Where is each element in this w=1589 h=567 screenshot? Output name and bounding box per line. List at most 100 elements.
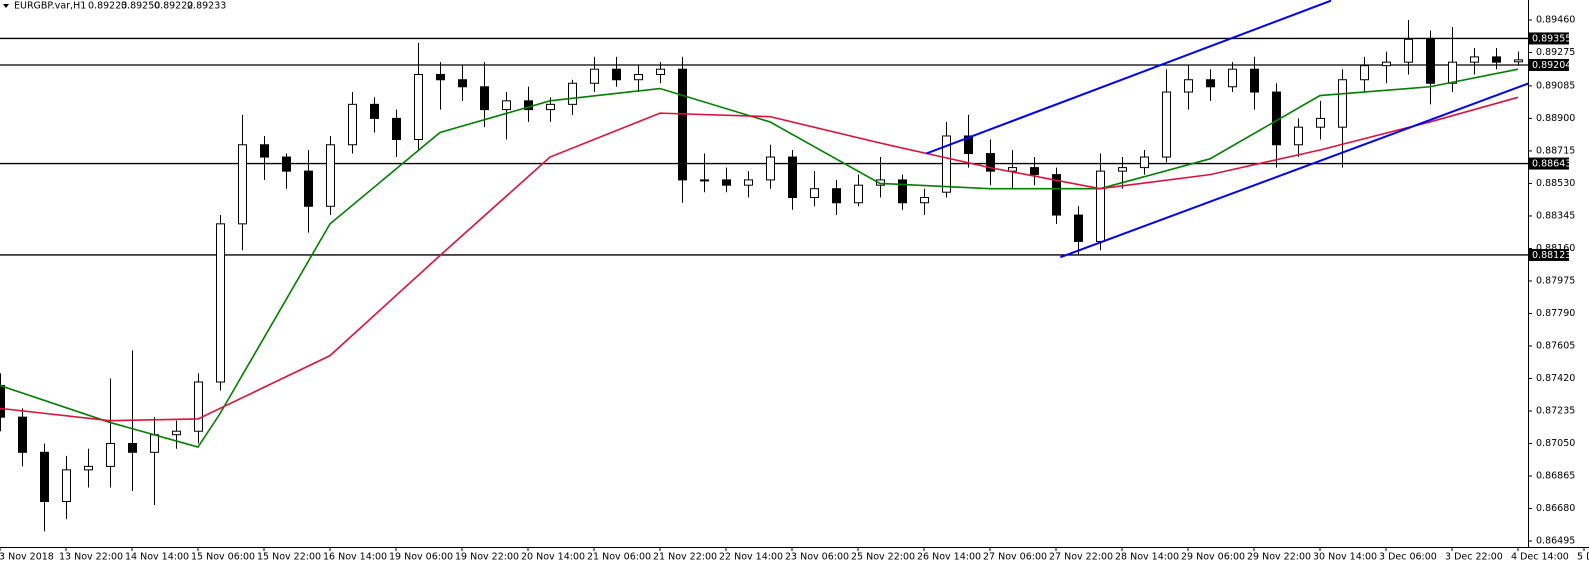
level-label-box [1529, 32, 1569, 45]
y-tick-label: 0.87975 [1536, 275, 1575, 286]
candle-body [788, 156, 797, 198]
level-label-box [1529, 157, 1569, 170]
candle-body [1074, 214, 1083, 242]
candle-body [568, 82, 577, 105]
candle-body [590, 68, 599, 84]
candle-body [942, 135, 951, 193]
x-tick-label: 30 Nov 14:00 [1313, 552, 1377, 563]
candle-body [986, 153, 995, 172]
y-tick-label: 0.88900 [1536, 113, 1575, 124]
candle-body [1316, 117, 1325, 128]
y-tick-label: 0.87235 [1536, 406, 1575, 417]
candle-body [348, 103, 357, 146]
x-tick-label: 15 Nov 06:00 [191, 552, 255, 563]
x-tick-label: 13 Nov 2018 [0, 552, 54, 563]
candle-body [1228, 68, 1237, 88]
candle-body [854, 184, 863, 204]
quote-value: 0.89223 [88, 1, 127, 12]
candle-body [18, 416, 27, 453]
symbol: EURGBP.var,H1 [14, 1, 86, 12]
x-tick-label: 16 Nov 14:00 [323, 552, 387, 563]
candle-body [1338, 79, 1347, 128]
candle-body [304, 170, 313, 207]
candle-body [128, 443, 137, 453]
candle-body [546, 103, 555, 111]
level-label: 0.88643 [1532, 159, 1571, 170]
candle-body [876, 179, 885, 186]
y-tick-label: 0.87605 [1536, 340, 1575, 351]
y-tick-label: 0.88715 [1536, 145, 1575, 156]
x-tick-label: 25 Nov 22:00 [851, 552, 915, 563]
x-tick-label: 29 Nov 22:00 [1247, 552, 1311, 563]
header: EURGBP.var,H1 [3, 1, 86, 12]
candle-body [392, 117, 401, 140]
candle-body [84, 465, 93, 471]
candle-body [502, 100, 511, 111]
y-tick-label: 0.86865 [1536, 471, 1575, 482]
candle-body [238, 144, 247, 225]
x-tick-label: 14 Nov 14:00 [125, 552, 189, 563]
candle-body [0, 385, 5, 418]
x-tick-label: 27 Nov 22:00 [1049, 552, 1113, 563]
x-tick-label: 29 Nov 06:00 [1181, 552, 1245, 563]
y-tick-label: 0.86495 [1536, 536, 1575, 547]
x-tick-label: 5 Dec 06:00 [1577, 552, 1589, 563]
candle-body [1404, 38, 1413, 63]
x-tick-label: 13 Nov 22:00 [59, 552, 123, 563]
candle-body [172, 430, 181, 436]
candle-body [106, 443, 115, 467]
plot-area [0, 0, 1528, 532]
y-tick-label: 0.88345 [1536, 210, 1575, 221]
candle-body [656, 68, 665, 75]
candle-body [1360, 65, 1369, 81]
level-label-box [1529, 248, 1569, 261]
level-label-box [1529, 58, 1569, 71]
candle-body [722, 179, 731, 186]
y-tick-label: 0.87050 [1536, 438, 1575, 449]
candle-body [62, 469, 71, 503]
candle-body [1470, 56, 1479, 63]
level-label: 0.88123 [1532, 250, 1571, 261]
x-tick-label: 21 Nov 22:00 [653, 552, 717, 563]
x-tick-label: 26 Nov 14:00 [917, 552, 981, 563]
candle-body [1448, 61, 1457, 84]
candle-body [1096, 170, 1105, 242]
candle-body [832, 188, 841, 204]
candle-body [744, 179, 753, 186]
candle-body [766, 156, 775, 181]
candle-body [150, 434, 159, 453]
y-tick-label: 0.86680 [1536, 503, 1575, 514]
y-tick-label: 0.89275 [1536, 47, 1575, 58]
candle-body [678, 68, 687, 181]
y-tick-label: 0.88160 [1536, 243, 1575, 254]
y-tick-label: 0.89085 [1536, 80, 1575, 91]
candle-body [480, 86, 489, 111]
x-tick-label: 3 Dec 22:00 [1445, 552, 1503, 563]
candle-body [216, 223, 225, 383]
x-tick-label: 28 Nov 14:00 [1115, 552, 1179, 563]
x-tick-label: 4 Dec 14:00 [1511, 552, 1569, 563]
candle-body [1052, 174, 1061, 216]
candle-body [1118, 167, 1127, 172]
quote-value: 0.89233 [187, 1, 226, 12]
candle-body [1294, 126, 1303, 146]
quote-value: 0.89222 [154, 1, 193, 12]
candle-body [810, 188, 819, 198]
trend-line [1060, 82, 1528, 259]
candle-body [1514, 59, 1523, 63]
candle-body [1184, 79, 1193, 93]
x-tick-label: 19 Nov 22:00 [455, 552, 519, 563]
y-tick-label: 0.89460 [1536, 14, 1575, 25]
trend-line [925, 0, 1332, 155]
candle-body [326, 144, 335, 207]
candle-body [436, 73, 445, 81]
candle-body [964, 135, 973, 155]
candle-body [1492, 56, 1501, 63]
candle-body [260, 144, 269, 158]
x-tick-label: 20 Nov 14:00 [521, 552, 585, 563]
level-label: 0.89204 [1532, 60, 1571, 71]
y-tick-label: 0.88530 [1536, 178, 1575, 189]
candle-body [1426, 38, 1435, 84]
